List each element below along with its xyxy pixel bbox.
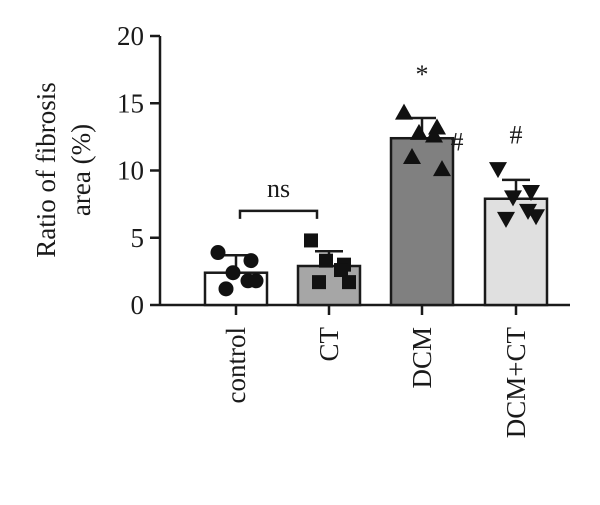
x-tick-label: control <box>221 327 251 403</box>
significance-marker: # <box>510 121 523 150</box>
y-axis-label-line-1: Ratio of fibrosis <box>31 82 61 258</box>
y-axis-label-line-2: area (%) <box>66 124 96 216</box>
data-point-triangle-down <box>519 203 537 220</box>
data-point-triangle-down <box>489 162 507 179</box>
data-point-triangle <box>395 103 413 120</box>
y-tick-label: 15 <box>117 88 144 118</box>
y-tick-label: 0 <box>131 290 145 320</box>
annotations: ns * # # <box>238 60 523 219</box>
data-point-square <box>312 275 326 290</box>
data-points <box>210 103 545 297</box>
y-tick-label: 20 <box>117 21 144 51</box>
data-point-circle <box>243 253 259 269</box>
significance-marker: # <box>451 127 464 156</box>
x-tick-label: DCM <box>407 327 437 389</box>
significance-marker: * <box>416 60 429 89</box>
significance-bracket <box>238 209 319 219</box>
data-point-triangle <box>433 160 451 177</box>
data-point-triangle-down <box>522 185 540 202</box>
y-axis-label: Ratio of fibrosis area (%) <box>31 82 96 258</box>
data-point-circle <box>225 265 241 281</box>
data-point-triangle <box>410 123 428 140</box>
data-point-triangle <box>403 148 421 165</box>
data-point-triangle <box>425 126 443 143</box>
y-ticks: 0 5 10 15 20 <box>117 21 160 320</box>
data-point-square <box>319 253 333 268</box>
data-point-square <box>334 263 348 278</box>
data-point-triangle-down <box>497 211 515 228</box>
significance-label: ns <box>267 174 290 203</box>
y-tick-label: 5 <box>131 223 145 253</box>
data-point-triangle-down <box>527 209 545 226</box>
y-tick-label: 10 <box>117 156 144 186</box>
x-tick-label: DCM+CT <box>501 326 531 438</box>
x-ticks: control CT DCM DCM+CT <box>221 305 531 438</box>
data-point-circle <box>210 245 226 261</box>
x-tick-label: CT <box>314 327 344 362</box>
data-point-square <box>304 233 318 248</box>
data-point-triangle-down <box>504 190 522 207</box>
data-point-circle <box>248 273 264 289</box>
data-point-circle <box>218 281 234 297</box>
data-point-square <box>342 275 356 290</box>
